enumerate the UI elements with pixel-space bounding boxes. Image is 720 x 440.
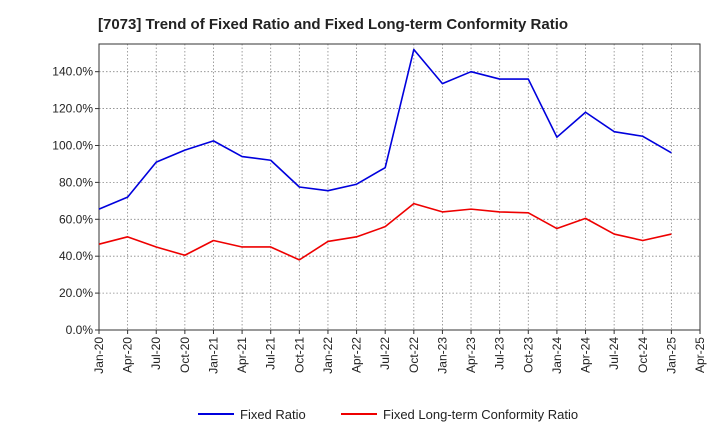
x-tick-label: Apr-21 [235,337,249,373]
y-tick-label: 120.0% [52,102,93,116]
x-tick-label: Apr-20 [121,337,135,373]
x-tick-label: Jul-24 [607,337,621,370]
y-tick-label: 20.0% [59,286,93,300]
x-tick-label: Jul-21 [264,337,278,370]
x-tick-label: Jul-22 [378,337,392,370]
x-tick-label: Oct-21 [292,337,306,373]
x-tick-label: Oct-24 [636,337,650,373]
y-tick-label: 0.0% [66,323,94,337]
x-tick-label: Jan-21 [206,337,220,374]
y-tick-label: 100.0% [52,138,93,152]
x-tick-label: Apr-24 [579,337,593,373]
y-tick-label: 80.0% [59,175,93,189]
x-tick-label: Oct-22 [407,337,421,373]
x-tick-label: Jul-23 [493,337,507,370]
x-tick-label: Apr-22 [350,337,364,373]
x-tick-label: Oct-23 [521,337,535,373]
x-tick-label: Jan-23 [435,337,449,374]
y-tick-label: 60.0% [59,212,93,226]
chart-title: [7073] Trend of Fixed Ratio and Fixed Lo… [98,16,569,33]
legend-label-1: Fixed Ratio [240,407,306,422]
x-tick-label: Jan-20 [92,337,106,374]
x-tick-label: Apr-23 [464,337,478,373]
plot-frame [98,43,701,331]
x-tick-label: Jan-25 [664,337,678,374]
y-tick-label: 40.0% [59,249,93,263]
x-tick-label: Jan-24 [550,337,564,374]
x-tick-label: Apr-25 [693,337,707,373]
x-tick-label: Jan-22 [321,337,335,374]
legend-label-2: Fixed Long-term Conformity Ratio [383,407,578,422]
x-tick-label: Jul-20 [149,337,163,370]
y-tick-label: 140.0% [52,65,93,79]
series-line-1 [98,48,672,210]
series-line-2 [98,202,672,261]
x-tick-label: Oct-20 [178,337,192,373]
